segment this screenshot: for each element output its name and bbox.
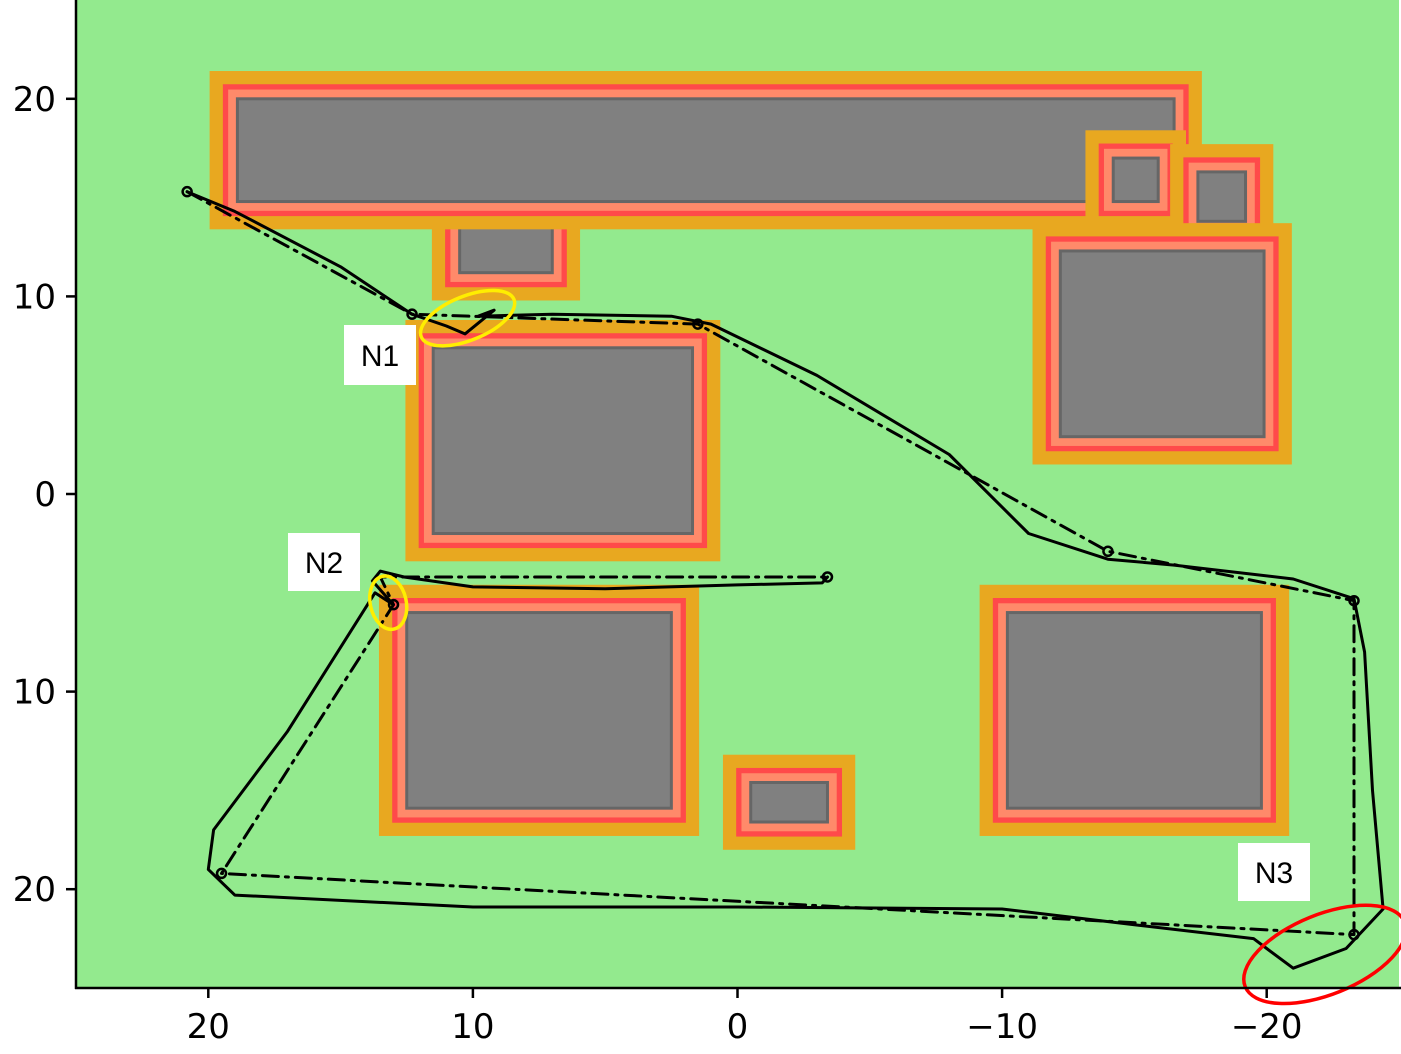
annotation-ring-n2 xyxy=(367,574,409,632)
obstacle-8 xyxy=(722,754,856,850)
waypoint-layer xyxy=(181,185,1360,941)
annotation-box-n3 xyxy=(1238,843,1310,901)
waypoint-1 xyxy=(181,185,193,198)
obstacle-9 xyxy=(979,584,1290,836)
annotation-box-n1 xyxy=(344,325,416,385)
y-tick-label-3: 10 xyxy=(13,673,56,713)
obstacle-body xyxy=(1058,249,1266,439)
waypoint-6 xyxy=(1348,928,1360,941)
path-layer xyxy=(185,190,1385,970)
obstacle-7 xyxy=(378,584,700,836)
waypoint-7 xyxy=(215,867,228,880)
waypoint-4 xyxy=(1102,545,1114,558)
annotation-n3: N3 xyxy=(1238,843,1401,1006)
x-tick-label-2: 0 xyxy=(727,1007,749,1047)
annotation-layer: N1 N2 N3 xyxy=(288,288,1401,1006)
waypoint-3 xyxy=(692,318,704,330)
waypoint-2 xyxy=(406,308,418,320)
obstacle-6 xyxy=(405,319,721,562)
waypoint-5 xyxy=(1348,594,1360,607)
annotation-label-n1: N1 xyxy=(361,340,399,373)
annotation-label-n2: N2 xyxy=(305,547,343,580)
annotation-n2: N2 xyxy=(288,533,409,632)
obstacle-body xyxy=(1005,611,1263,810)
obstacle-layer xyxy=(209,71,1292,850)
obstacle-3 xyxy=(1085,130,1186,230)
x-tick-label-3: −10 xyxy=(966,1007,1038,1047)
y-tick-label-1: 10 xyxy=(13,277,56,317)
y-tick-label-0: 20 xyxy=(13,80,56,120)
y-tick-label-4: 20 xyxy=(13,870,56,910)
obstacle-2 xyxy=(209,71,1202,230)
executed-path-line xyxy=(185,190,1385,970)
obstacle-5 xyxy=(1032,223,1292,465)
waypoint-9 xyxy=(821,571,834,583)
x-tick-label-4: −20 xyxy=(1231,1007,1303,1047)
y-tick-label-2: 0 xyxy=(34,475,56,515)
waypoint-8 xyxy=(387,598,400,611)
annotation-ring-n3 xyxy=(1242,903,1401,1006)
x-tick-label-1: 10 xyxy=(451,1007,494,1047)
annotation-box-n2 xyxy=(288,533,360,591)
obstacle-body xyxy=(405,611,673,810)
annotation-ring-n1 xyxy=(418,288,517,348)
planned-path-line xyxy=(185,190,1356,937)
obstacle-body xyxy=(1196,170,1248,223)
obstacle-body xyxy=(431,346,695,536)
axes-layer: 20 10 0 −10 −20 20 10 0 10 20 xyxy=(13,0,1401,1047)
obstacle-body xyxy=(1111,156,1160,204)
obstacle-body xyxy=(235,97,1176,204)
annotation-n1: N1 xyxy=(344,288,517,385)
obstacle-body xyxy=(749,780,829,824)
x-tick-label-0: 20 xyxy=(187,1007,230,1047)
annotation-label-n3: N3 xyxy=(1255,857,1293,890)
